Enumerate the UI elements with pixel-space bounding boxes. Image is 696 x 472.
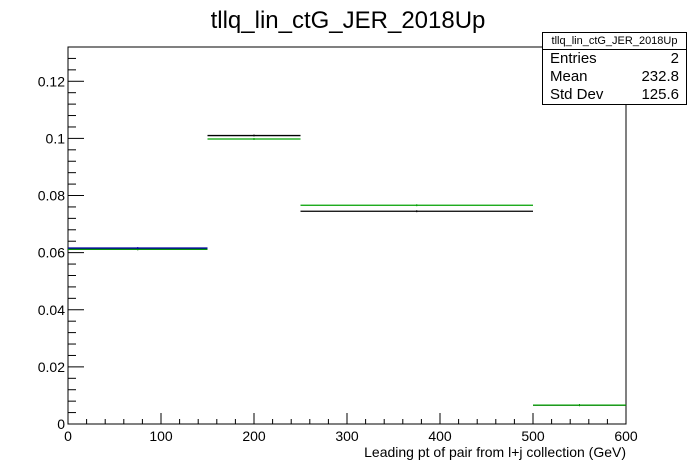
y-tick-label: 0.12 xyxy=(38,73,65,89)
x-tick-label: 0 xyxy=(64,428,72,444)
stats-value: 125.6 xyxy=(641,86,679,103)
stats-value: 2 xyxy=(670,50,679,67)
y-tick-label: 0.06 xyxy=(38,245,65,261)
y-tick-label: 0.1 xyxy=(46,130,66,146)
stats-label: Mean xyxy=(550,68,588,85)
stats-title: tllq_lin_ctG_JER_2018Up xyxy=(543,33,686,50)
x-tick-label: 400 xyxy=(428,428,452,444)
histogram-bins xyxy=(68,134,626,407)
x-tick-label: 200 xyxy=(242,428,266,444)
x-axis-label: Leading pt of pair from l+j collection (… xyxy=(364,444,626,460)
x-tick-label: 300 xyxy=(335,428,359,444)
stats-label: Entries xyxy=(550,50,597,67)
x-tick-label: 100 xyxy=(149,428,173,444)
stats-row-mean: Mean 232.8 xyxy=(543,68,686,86)
y-tick-label: 0.02 xyxy=(38,359,65,375)
stats-row-entries: Entries 2 xyxy=(543,50,686,68)
x-tick-label: 600 xyxy=(614,428,638,444)
x-tick-label: 500 xyxy=(521,428,545,444)
stats-row-stddev: Std Dev 125.6 xyxy=(543,86,686,104)
y-tick-label: 0.08 xyxy=(38,188,65,204)
chart-title: tllq_lin_ctG_JER_2018Up xyxy=(210,7,486,34)
stats-label: Std Dev xyxy=(550,86,604,103)
stats-box: tllq_lin_ctG_JER_2018Up Entries 2 Mean 2… xyxy=(542,32,687,105)
stats-value: 232.8 xyxy=(641,68,679,85)
axis-ticks: 0 100 200 300 400 500 600 0 0.02 0.04 0.06 0.08 0.1 0… xyxy=(38,46,638,444)
y-tick-label: 0 xyxy=(57,416,65,432)
y-tick-label: 0.04 xyxy=(38,302,65,318)
